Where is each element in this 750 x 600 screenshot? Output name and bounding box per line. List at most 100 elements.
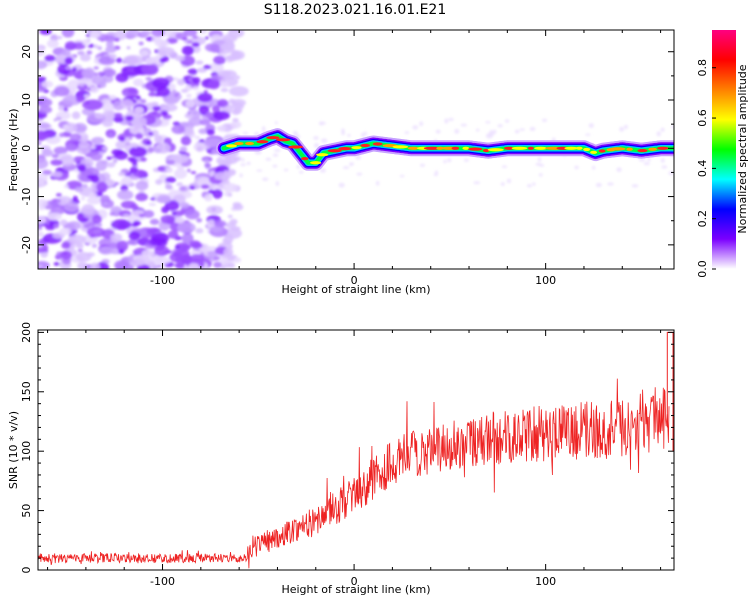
noise-blob <box>501 165 508 168</box>
noise-blob <box>113 116 124 123</box>
noise-blob <box>198 128 208 135</box>
noise-blob <box>241 157 245 162</box>
ridge-peak <box>275 138 291 142</box>
snr-xtick-label: 0 <box>351 575 358 588</box>
noise-blob <box>81 68 96 79</box>
noise-blob <box>172 77 179 81</box>
noise-blob <box>115 72 129 83</box>
noise-blob <box>434 170 439 175</box>
noise-blob <box>102 119 114 128</box>
noise-blob <box>38 141 42 145</box>
noise-blob <box>638 158 646 162</box>
noise-blob <box>118 171 126 177</box>
noise-blob <box>90 174 100 183</box>
noise-blob <box>46 39 59 48</box>
noise-blob <box>145 77 152 81</box>
noise-blob <box>192 45 201 54</box>
noise-blob <box>89 234 96 238</box>
noise-blob <box>193 142 207 152</box>
noise-blob <box>88 192 98 199</box>
noise-blob <box>44 55 56 62</box>
noise-blob <box>274 121 278 125</box>
ridge-peak <box>234 141 244 146</box>
noise-blob <box>239 173 243 178</box>
colorbar-ticks: 0.0 0.2 0.4 0.6 0.8 <box>696 59 716 278</box>
snr-x-label: Height of straight line (km) <box>281 583 430 596</box>
noise-blob <box>156 256 170 265</box>
noise-blob <box>419 121 424 127</box>
noise-blob <box>55 199 62 203</box>
noise-blob <box>97 46 103 51</box>
noise-blob <box>232 156 242 162</box>
noise-blob <box>152 105 161 112</box>
noise-blob <box>71 67 78 72</box>
noise-blob <box>212 104 221 113</box>
colorbar-gradient <box>712 30 736 269</box>
noise-blob <box>355 155 362 160</box>
noise-blob <box>216 43 235 54</box>
noise-blob <box>463 158 470 162</box>
noise-blob <box>161 110 169 116</box>
ridge-peak <box>656 146 669 150</box>
noise-blob <box>156 86 171 97</box>
noise-blob <box>475 128 480 132</box>
noise-blob <box>38 199 48 208</box>
noise-blob <box>91 243 98 248</box>
noise-blob <box>163 137 172 145</box>
noise-blob <box>173 249 190 260</box>
noise-blob <box>204 193 213 202</box>
noise-blob <box>140 99 147 104</box>
noise-blob <box>118 249 125 254</box>
noise-blob <box>38 105 53 114</box>
noise-blob <box>115 57 123 63</box>
noise-blob <box>643 162 650 166</box>
noise-blob <box>607 182 614 186</box>
noise-blob <box>134 106 144 115</box>
noise-blob <box>399 174 405 178</box>
noise-blobs <box>38 30 674 269</box>
noise-blob <box>65 66 71 70</box>
noise-blob <box>65 143 78 152</box>
ridge-peak <box>598 149 606 153</box>
noise-blob <box>242 131 249 135</box>
noise-blob <box>218 125 226 132</box>
noise-blob <box>98 80 107 89</box>
noise-blob <box>132 220 142 226</box>
noise-blob <box>135 133 144 140</box>
colorbar-tick-label: 0.0 <box>696 260 709 278</box>
noise-blob <box>108 95 117 100</box>
noise-blob <box>53 262 60 266</box>
noise-blob <box>88 31 101 39</box>
noise-blob <box>198 139 205 143</box>
colorbar-tick-label: 0.8 <box>696 59 709 77</box>
noise-blob <box>116 240 129 252</box>
noise-blob <box>38 264 43 269</box>
noise-blob <box>184 112 194 119</box>
noise-blob <box>175 216 185 224</box>
noise-blob <box>106 156 112 161</box>
noise-blob <box>196 67 208 73</box>
noise-blob <box>298 170 304 174</box>
ridge-peak <box>511 146 528 150</box>
noise-blob <box>42 169 52 176</box>
noise-blob <box>204 36 209 40</box>
noise-blob <box>79 53 91 62</box>
noise-blob <box>77 50 85 56</box>
noise-blob <box>106 162 116 168</box>
spectrogram-image <box>38 30 674 269</box>
noise-blob <box>181 45 195 56</box>
noise-blob <box>188 263 200 269</box>
noise-blob <box>209 170 215 176</box>
noise-blob <box>435 129 441 134</box>
noise-blob <box>532 182 536 186</box>
noise-blob <box>131 258 146 267</box>
noise-blob <box>162 55 170 62</box>
snr-xtick-label: 100 <box>535 575 556 588</box>
noise-blob <box>313 136 319 140</box>
noise-blob <box>360 132 365 138</box>
spectrogram-ytick-label: 20 <box>20 45 33 59</box>
noise-blob <box>631 184 639 188</box>
noise-blob <box>177 222 196 234</box>
snr-ytick-label: 200 <box>20 322 33 343</box>
noise-blob <box>156 195 172 204</box>
